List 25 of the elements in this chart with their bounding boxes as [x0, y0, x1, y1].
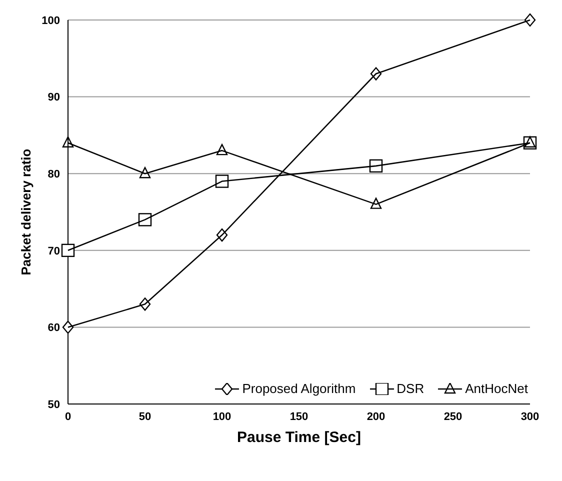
point: [139, 167, 151, 178]
x-tick-label: 150: [290, 410, 308, 423]
x-tick-label: 200: [366, 410, 386, 423]
point: [62, 320, 74, 334]
legend-label: AntHocNet: [464, 381, 528, 396]
x-tick-label: 300: [520, 410, 540, 423]
y-tick-label: 100: [42, 14, 60, 27]
y-tick-label: 90: [48, 92, 60, 104]
point: [524, 13, 536, 27]
legend-label: DSR: [396, 381, 424, 396]
point: [61, 244, 75, 257]
y-tick-label: 50: [48, 398, 60, 411]
y-axis-title: Packet delivery ratio: [18, 148, 34, 276]
x-axis-title: Pause Time [Sec]: [237, 429, 361, 446]
y-tick-label: 70: [48, 245, 60, 258]
point: [370, 198, 382, 209]
y-tick-label: 80: [48, 168, 60, 181]
legend-label: Proposed Algorithm: [241, 381, 356, 396]
point: [216, 144, 228, 156]
x-tick-label: 100: [212, 410, 232, 423]
x-tick-label: 50: [138, 410, 152, 423]
y-tick-label: 60: [48, 322, 60, 334]
point: [62, 136, 74, 148]
x-tick-label: 0: [64, 410, 72, 423]
x-tick-label: 250: [444, 410, 462, 423]
